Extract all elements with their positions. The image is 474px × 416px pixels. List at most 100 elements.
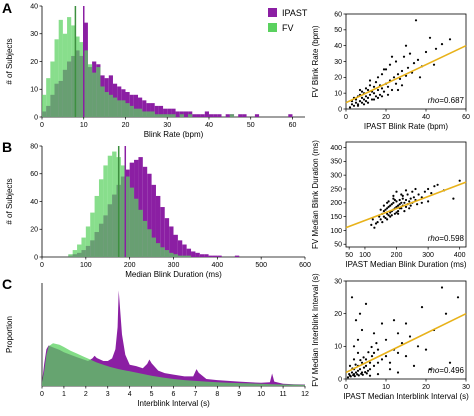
- histogram-bar: [62, 33, 68, 117]
- scatter-point: [361, 373, 364, 376]
- scatter-point: [440, 286, 444, 289]
- scatter-point: [406, 193, 409, 196]
- scatter-point: [368, 79, 372, 82]
- scatter-point: [366, 369, 370, 372]
- histogram-bar: [217, 255, 222, 257]
- scatter-point: [380, 322, 384, 325]
- rho-value: =0.687: [439, 96, 464, 105]
- scatter-point: [404, 189, 408, 192]
- histogram-bar: [179, 114, 184, 117]
- histogram-bar: [81, 237, 86, 257]
- scatter-point: [376, 221, 379, 224]
- histogram-bar: [133, 108, 139, 117]
- histogram-bar: [212, 255, 218, 257]
- y-tick-label: 150: [330, 214, 342, 221]
- scatter-point: [368, 93, 372, 96]
- scatter-point: [420, 201, 423, 204]
- scatter-point: [382, 204, 385, 207]
- histogram-bar: [75, 36, 80, 117]
- scatter-point: [397, 210, 400, 213]
- scatter-point: [411, 190, 414, 193]
- y-tick-label: 50: [334, 27, 342, 34]
- scatter-point: [348, 373, 351, 376]
- histogram-bar: [242, 114, 247, 117]
- scatter-point: [371, 218, 374, 221]
- histogram-bar: [79, 42, 84, 118]
- scatter-point: [372, 85, 376, 88]
- scatter-point: [352, 374, 355, 377]
- scatter-point: [416, 58, 420, 62]
- histogram-bar: [103, 165, 108, 257]
- y-tick-label: 30: [334, 59, 342, 66]
- y-tick-label: 20: [334, 75, 342, 82]
- histogram-bar: [125, 103, 130, 117]
- histogram-bar: [58, 19, 63, 117]
- scatter-point: [395, 211, 398, 214]
- scatter-point: [386, 85, 390, 88]
- histogram-bar: [188, 114, 193, 117]
- scatter-point: [396, 332, 400, 335]
- scatter-point: [418, 76, 422, 79]
- scatter-a: 0 20 40 60 0 10 20 30 40 50 60 IPAST Blink Rate (bp…: [311, 11, 470, 131]
- histogram-bar: [138, 209, 143, 257]
- plot-frame: [345, 141, 467, 248]
- scatter-point: [392, 319, 396, 322]
- histogram-bar: [46, 78, 51, 117]
- scatter-point: [380, 73, 384, 76]
- x-tick-label: 400: [454, 252, 466, 259]
- scatter-point: [390, 55, 394, 58]
- scatter-point: [358, 312, 362, 315]
- scatter-point: [387, 214, 390, 217]
- scatter-point: [423, 190, 426, 193]
- scatter-point: [412, 196, 415, 199]
- scatter-point: [387, 205, 390, 208]
- x-tick-label: 40: [422, 114, 430, 121]
- scatter-point: [414, 19, 418, 22]
- histogram-bar: [173, 234, 178, 257]
- rho-symbol: rho: [428, 234, 440, 243]
- histogram-bar: [100, 86, 105, 117]
- histogram-bar: [163, 114, 168, 117]
- scatter-point: [396, 371, 400, 374]
- histogram-bar: [107, 155, 113, 257]
- scatter-point: [417, 193, 420, 196]
- scatter-point: [394, 82, 398, 85]
- scatter-point: [356, 338, 360, 341]
- scatter-point: [358, 368, 362, 371]
- histogram-bar: [171, 108, 176, 117]
- histogram-bar: [182, 244, 187, 257]
- histogram-bar: [150, 111, 155, 117]
- histogram-bar: [234, 255, 240, 257]
- x-tick-label: 20: [122, 122, 130, 129]
- scatter-point: [424, 348, 428, 351]
- histogram-bar: [167, 108, 172, 117]
- histogram-bar: [186, 255, 192, 257]
- histogram-bar: [129, 187, 135, 257]
- histogram-bar: [120, 165, 126, 257]
- scatter-point: [357, 374, 360, 377]
- scatter-point: [380, 95, 384, 98]
- y-tick-label: 0: [338, 106, 342, 113]
- scatter-point: [362, 356, 365, 359]
- histogram-bar: [163, 108, 168, 117]
- x-tick-label: 100: [359, 252, 371, 259]
- scatter-point: [392, 194, 395, 197]
- histogram-bar: [54, 39, 59, 117]
- scatter-point: [378, 93, 382, 96]
- scatter-point: [360, 361, 364, 364]
- histogram-bar: [146, 111, 151, 117]
- histogram-bar: [208, 255, 213, 257]
- scatter-point: [434, 47, 438, 50]
- scatter-point: [400, 201, 403, 204]
- rho-annotation: rho=0.598: [428, 234, 465, 243]
- scatter-point: [412, 364, 416, 367]
- scatter-point: [403, 210, 406, 213]
- histogram-bar: [72, 250, 78, 257]
- x-tick-label: 9: [237, 391, 241, 398]
- scatter-point: [376, 361, 380, 364]
- x-tick-label: 5: [150, 391, 154, 398]
- scatter-point: [428, 368, 432, 371]
- histogram-bar: [77, 244, 82, 257]
- histogram-bar: [154, 114, 159, 117]
